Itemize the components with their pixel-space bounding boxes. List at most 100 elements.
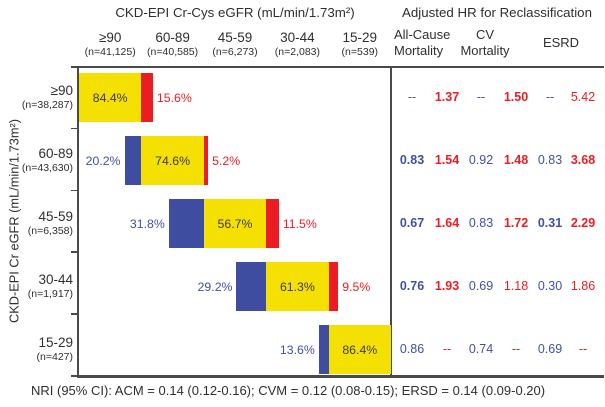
pct-label-blue: 29.2%	[197, 279, 233, 294]
outcome-header-line: CV	[475, 27, 495, 42]
left-axis-tick	[71, 66, 77, 68]
bar-segment-red	[328, 262, 339, 311]
column-n-label: (n=539)	[341, 46, 379, 58]
row-label: 60-89 (n=43,630)	[0, 146, 73, 174]
row-range-label: 30-44	[38, 271, 73, 287]
top-column-header: ≥90 (n=41,125)	[65, 30, 155, 58]
pct-label-blue: 31.8%	[129, 216, 165, 231]
axis-line-top	[78, 66, 604, 68]
bar-segment-blue	[168, 199, 204, 248]
pct-label-blue: 13.6%	[279, 342, 315, 357]
hr-value: 0.69	[468, 278, 494, 293]
pct-label-yellow: 86.4%	[342, 342, 378, 357]
row-label: ≥90 (n=38,287)	[0, 83, 73, 111]
row-label: 30-44 (n=1,917)	[0, 272, 73, 300]
column-range-label: 45-59	[217, 30, 253, 45]
hr-value: 0.83	[399, 152, 425, 167]
hr-value: 1.86	[570, 278, 596, 293]
hr-value: 0.76	[399, 278, 425, 293]
hr-value: 0.31	[537, 215, 563, 230]
hr-value: 1.93	[434, 278, 460, 293]
hr-value: 3.68	[570, 152, 596, 167]
pct-label-red: 11.5%	[282, 216, 317, 231]
bar-segment-yellow	[79, 73, 142, 122]
hr-value: 0.74	[468, 341, 494, 356]
row-label: 15-29 (n=427)	[0, 335, 73, 363]
bar-segment-yellow	[266, 262, 329, 311]
row-label: 45-59 (n=6,358)	[0, 209, 73, 237]
column-range-label: 15-29	[342, 30, 378, 45]
column-range-label: 60-89	[155, 30, 190, 45]
column-n-label: (n=2,083)	[274, 46, 321, 58]
top-axis-title: CKD-EPI Cr-Cys eGFR (mL/min/1.73m²)	[115, 5, 355, 20]
row-range-label: ≥90	[50, 82, 73, 98]
hr-value: --	[578, 341, 588, 356]
hr-value: 1.64	[434, 215, 460, 230]
outcome-header-line: Mortality	[460, 43, 510, 58]
hr-value: --	[545, 89, 555, 104]
top-column-header: 60-89 (n=40,585)	[128, 30, 218, 58]
column-n-label: (n=41,125)	[84, 46, 136, 58]
column-range-label: ≥90	[98, 30, 122, 45]
hr-value: 0.83	[468, 215, 494, 230]
hr-value: --	[407, 89, 417, 104]
outcome-header-line: Mortality	[394, 43, 444, 58]
pct-label-yellow: 74.6%	[155, 153, 191, 168]
hr-value: 1.48	[503, 152, 529, 167]
hr-value: --	[476, 89, 486, 104]
pct-label-yellow: 84.4%	[92, 90, 128, 105]
bar-segment-red	[203, 136, 209, 185]
hr-value: 0.67	[399, 215, 425, 230]
bar-segment-red	[141, 73, 153, 122]
outcome-header-all-cause-mortality: All-Cause Mortality	[394, 27, 464, 59]
bar-segment-blue	[318, 325, 329, 374]
left-axis-tick	[71, 251, 77, 253]
hr-value: 1.54	[434, 152, 460, 167]
top-column-header: 30-44 (n=2,083)	[252, 30, 342, 58]
pct-label-red: 5.2%	[212, 153, 241, 168]
row-n-label: (n=1,917)	[27, 287, 73, 300]
row-range-label: 60-89	[38, 145, 73, 161]
hr-value: 2.29	[570, 215, 596, 230]
hr-table-title: Adjusted HR for Reclassification	[402, 5, 592, 20]
hr-value: 0.86	[399, 341, 425, 356]
bar-segment-yellow	[328, 325, 391, 374]
hr-value: 1.50	[503, 89, 529, 104]
divider-line	[390, 66, 392, 376]
row-n-label: (n=38,287)	[21, 98, 73, 111]
pct-label-red: 9.5%	[342, 279, 371, 294]
bar-segment-red	[266, 199, 279, 248]
hr-value: --	[511, 341, 521, 356]
axis-line-left	[77, 66, 79, 378]
row-range-label: 15-29	[38, 334, 73, 350]
left-axis-tick	[71, 127, 77, 130]
column-n-label: (n=40,585)	[147, 46, 199, 58]
row-n-label: (n=6,358)	[27, 224, 73, 237]
outcome-header-line: ESRD	[542, 35, 580, 50]
outcome-header-esrd: ESRD	[531, 35, 591, 51]
row-n-label: (n=427)	[36, 350, 73, 363]
top-column-header: 15-29 (n=539)	[315, 30, 405, 58]
hr-value: 0.69	[537, 341, 563, 356]
bar-segment-yellow	[203, 199, 267, 248]
hr-value: 1.18	[503, 278, 529, 293]
pct-label-blue: 20.2%	[85, 153, 121, 168]
hr-value: 0.30	[537, 278, 563, 293]
hr-value: 5.42	[570, 89, 596, 104]
hr-value: 1.37	[434, 89, 460, 104]
hr-value: 1.72	[503, 215, 529, 230]
bar-segment-blue	[236, 262, 267, 311]
row-range-label: 45-59	[38, 208, 73, 224]
pct-label-red: 15.6%	[156, 90, 192, 105]
left-axis-tick	[71, 313, 77, 315]
axis-line-bottom	[78, 375, 604, 378]
pct-label-yellow: 61.3%	[279, 279, 315, 294]
bar-segment-blue	[124, 136, 142, 185]
left-axis-tick	[71, 375, 77, 377]
outcome-header-cv-mortality: CV Mortality	[450, 27, 520, 59]
hr-value: 0.92	[468, 152, 494, 167]
pct-label-yellow: 56.7%	[217, 216, 253, 231]
hr-value: --	[442, 341, 452, 356]
bar-segment-yellow	[141, 136, 204, 185]
